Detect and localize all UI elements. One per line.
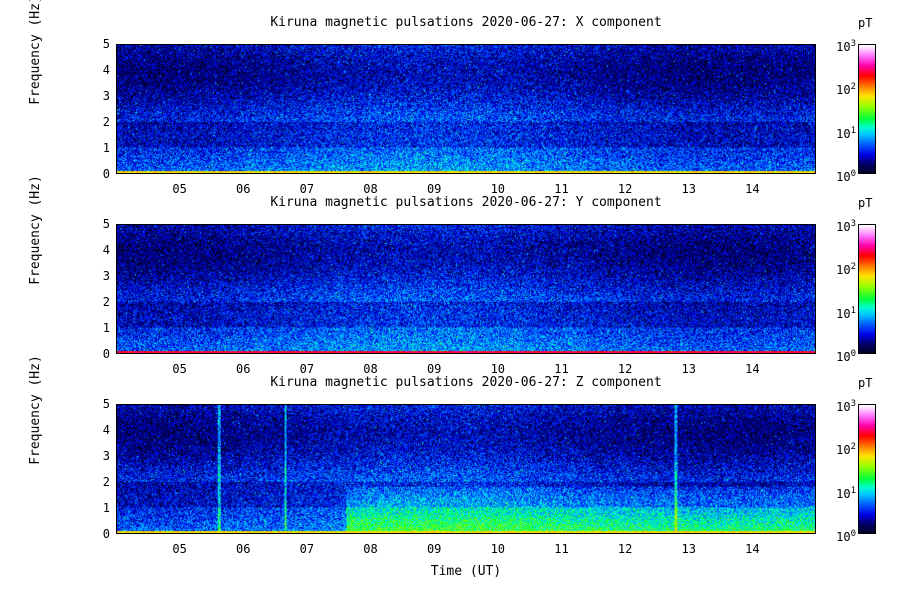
spectrogram-plot [116,404,816,534]
x-tick-label: 10 [490,362,506,376]
y-tick-label: 2 [102,295,110,309]
x-tick-label: 05 [172,362,187,376]
spectrogram-heatmap [117,225,815,353]
colorbar-tick-label: 100 [836,349,856,364]
y-tick-label: 1 [102,501,110,515]
x-tick-label: 09 [426,362,442,376]
colorbar-tick-label: 101 [836,125,856,141]
x-tick-label: 12 [617,182,633,196]
x-axis-label: Time (UT) [430,564,502,579]
colorbar-tick-label: 103 [836,39,856,54]
x-tick-label: 05 [172,542,187,556]
y-tick-label: 2 [102,475,110,489]
y-tick-label: 0 [102,527,110,541]
x-tick-label: 12 [617,542,633,556]
colorbar-tick-label: 101 [836,485,856,501]
colorbar-tick-label: 100 [836,169,856,184]
colorbar-tick-label: 103 [836,399,856,414]
y-axis-label: Frequency (Hz) [28,175,43,285]
spectrogram-panel-0: Kiruna magnetic pulsations 2020-06-27: X… [0,0,900,196]
y-tick-label: 1 [102,141,110,155]
y-tick-label: 3 [102,89,110,103]
colorbar [858,404,876,534]
x-tick-label: 11 [554,182,569,196]
x-tick-label: 05 [172,182,187,196]
y-tick-label: 4 [102,63,110,77]
y-axis-label: Frequency (Hz) [28,355,43,465]
x-tick-label: 14 [745,182,760,196]
x-tick-label: 08 [363,182,378,196]
x-tick-label: 07 [299,182,315,196]
x-tick-label: 09 [426,182,442,196]
x-tick-label: 13 [681,182,696,196]
spectrogram-heatmap [117,45,815,173]
y-tick-label: 2 [102,115,110,129]
colorbar-tick-label: 102 [836,442,856,458]
x-tick-label: 09 [426,542,442,556]
x-tick-label: 06 [236,542,251,556]
x-tick-label: 08 [363,362,378,376]
y-tick-label: 5 [102,397,110,411]
x-tick-label: 10 [490,542,506,556]
colorbar-tick-label: 100 [836,529,856,544]
panel-title: Kiruna magnetic pulsations 2020-06-27: Z… [270,375,662,390]
x-tick-label: 10 [490,182,506,196]
x-tick-label: 13 [681,362,696,376]
colorbar [858,224,876,354]
colorbar-tick-label: 102 [836,262,856,278]
x-tick-label: 11 [554,362,569,376]
panel-title: Kiruna magnetic pulsations 2020-06-27: Y… [270,195,662,210]
y-axis-label: Frequency (Hz) [28,0,43,105]
colorbar-unit: pT [858,196,873,210]
y-tick-label: 0 [102,167,110,181]
y-tick-label: 1 [102,321,110,335]
x-tick-label: 06 [236,362,251,376]
colorbar [858,44,876,174]
colorbar-unit: pT [858,376,873,390]
y-tick-label: 3 [102,449,110,463]
panel-title: Kiruna magnetic pulsations 2020-06-27: X… [270,15,662,30]
colorbar-tick-label: 101 [836,305,856,321]
x-tick-label: 14 [745,542,760,556]
colorbar-unit: pT [858,16,873,30]
x-tick-label: 08 [363,542,378,556]
x-tick-label: 11 [554,542,569,556]
spectrogram-plot [116,224,816,354]
spectrogram-panel-1: Kiruna magnetic pulsations 2020-06-27: Y… [0,175,900,376]
spectrogram-panel-2: Kiruna magnetic pulsations 2020-06-27: Z… [0,355,900,556]
y-tick-label: 4 [102,243,110,257]
x-tick-label: 06 [236,182,251,196]
x-tick-label: 14 [745,362,760,376]
spectrogram-plot [116,44,816,174]
y-tick-label: 4 [102,423,110,437]
x-tick-label: 07 [299,362,315,376]
x-tick-label: 12 [617,362,633,376]
x-tick-label: 13 [681,542,696,556]
colorbar-tick-label: 103 [836,219,856,234]
y-tick-label: 5 [102,37,110,51]
spectrogram-heatmap [117,405,815,533]
colorbar-tick-label: 102 [836,82,856,98]
y-tick-label: 3 [102,269,110,283]
y-tick-label: 0 [102,347,110,361]
x-tick-label: 07 [299,542,315,556]
y-tick-label: 5 [102,217,110,231]
